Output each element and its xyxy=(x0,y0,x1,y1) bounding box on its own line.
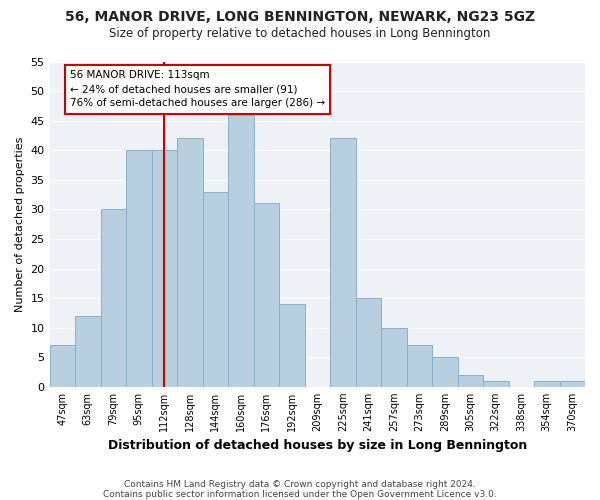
Bar xyxy=(254,204,279,387)
Bar xyxy=(534,381,560,387)
Bar xyxy=(152,150,177,387)
Text: 56 MANOR DRIVE: 113sqm
← 24% of detached houses are smaller (91)
76% of semi-det: 56 MANOR DRIVE: 113sqm ← 24% of detached… xyxy=(70,70,325,108)
Bar xyxy=(458,375,483,387)
Bar xyxy=(279,304,305,387)
Bar xyxy=(50,346,75,387)
Bar xyxy=(330,138,356,387)
Bar xyxy=(356,298,381,387)
Bar xyxy=(483,381,509,387)
Bar xyxy=(381,328,407,387)
Bar xyxy=(407,346,432,387)
Bar xyxy=(432,357,458,387)
Bar xyxy=(177,138,203,387)
Text: Contains public sector information licensed under the Open Government Licence v3: Contains public sector information licen… xyxy=(103,490,497,499)
Text: 56, MANOR DRIVE, LONG BENNINGTON, NEWARK, NG23 5GZ: 56, MANOR DRIVE, LONG BENNINGTON, NEWARK… xyxy=(65,10,535,24)
Bar xyxy=(560,381,585,387)
Bar xyxy=(126,150,152,387)
Y-axis label: Number of detached properties: Number of detached properties xyxy=(15,136,25,312)
Text: Contains HM Land Registry data © Crown copyright and database right 2024.: Contains HM Land Registry data © Crown c… xyxy=(124,480,476,489)
Text: Size of property relative to detached houses in Long Bennington: Size of property relative to detached ho… xyxy=(109,28,491,40)
Bar xyxy=(75,316,101,387)
X-axis label: Distribution of detached houses by size in Long Bennington: Distribution of detached houses by size … xyxy=(107,440,527,452)
Bar xyxy=(203,192,228,387)
Bar xyxy=(101,210,126,387)
Bar xyxy=(228,114,254,387)
